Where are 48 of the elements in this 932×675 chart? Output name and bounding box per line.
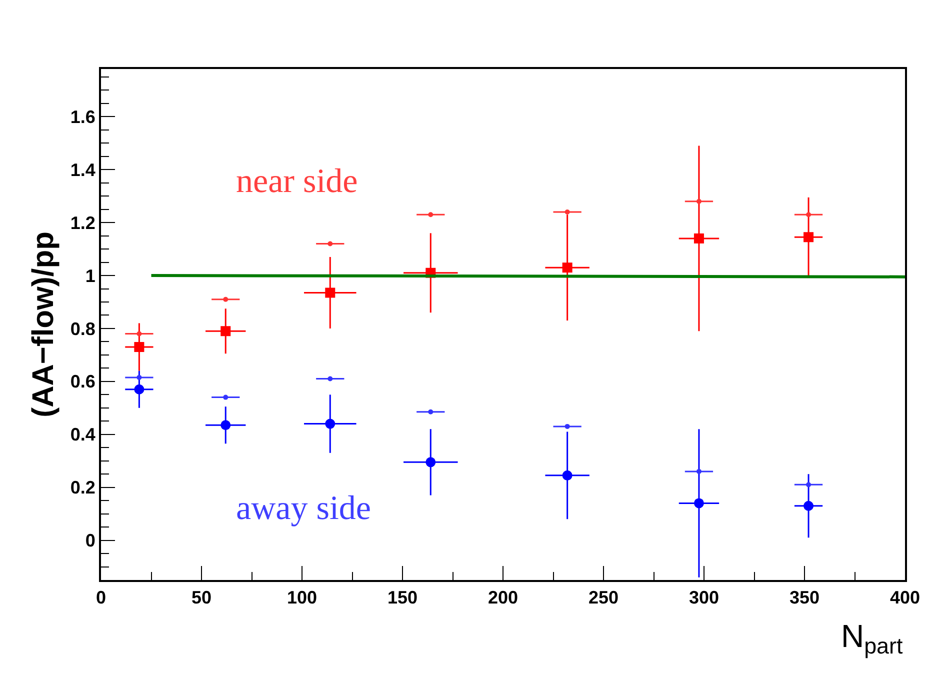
point bbox=[325, 418, 336, 429]
point bbox=[694, 233, 704, 244]
y-tick-label: 0.2 bbox=[70, 478, 96, 498]
x-axis-title: N$_{part}$ bbox=[841, 618, 904, 659]
x-tick-label: 50 bbox=[191, 588, 212, 608]
point bbox=[562, 470, 572, 480]
point bbox=[564, 424, 570, 429]
point bbox=[328, 241, 333, 246]
x-tick-label: 300 bbox=[688, 588, 720, 608]
y-axis-title: (AA−flow)/pp bbox=[26, 232, 60, 418]
point bbox=[220, 420, 231, 430]
point bbox=[694, 498, 704, 508]
annotation: near side bbox=[236, 163, 358, 200]
annotation: away side bbox=[236, 490, 372, 527]
x-tick-label: 100 bbox=[286, 588, 318, 608]
y-tick-label: 0.6 bbox=[70, 372, 96, 392]
point bbox=[223, 296, 228, 302]
y-tick-label: 0.8 bbox=[70, 318, 96, 339]
y-tick-label: 1.4 bbox=[70, 160, 96, 180]
point bbox=[325, 288, 336, 298]
y-tick-label: 1.6 bbox=[70, 106, 96, 127]
point bbox=[223, 394, 228, 400]
x-tick-label: 400 bbox=[890, 588, 920, 608]
y-tick-label: 0 bbox=[85, 530, 96, 551]
point bbox=[134, 342, 144, 352]
point bbox=[328, 376, 333, 382]
point bbox=[562, 262, 572, 273]
point bbox=[134, 384, 144, 394]
x-tick-label: 350 bbox=[789, 588, 820, 608]
point bbox=[806, 212, 812, 218]
point bbox=[696, 468, 702, 474]
point bbox=[428, 409, 434, 414]
x-tick-label: 200 bbox=[488, 588, 518, 608]
y-tick-label: 0.4 bbox=[70, 424, 96, 445]
point bbox=[696, 198, 702, 204]
point bbox=[806, 482, 812, 488]
y-tick-label: 1.2 bbox=[70, 212, 96, 233]
point bbox=[426, 457, 436, 468]
point bbox=[804, 232, 814, 242]
point bbox=[428, 212, 434, 218]
point bbox=[136, 331, 142, 336]
point bbox=[220, 326, 231, 336]
point bbox=[564, 209, 570, 214]
point bbox=[136, 374, 142, 380]
y-tick-label: 1 bbox=[85, 266, 96, 286]
point bbox=[804, 500, 814, 511]
x-tick-label: 250 bbox=[588, 588, 619, 608]
x-tick-label: 150 bbox=[387, 588, 418, 608]
